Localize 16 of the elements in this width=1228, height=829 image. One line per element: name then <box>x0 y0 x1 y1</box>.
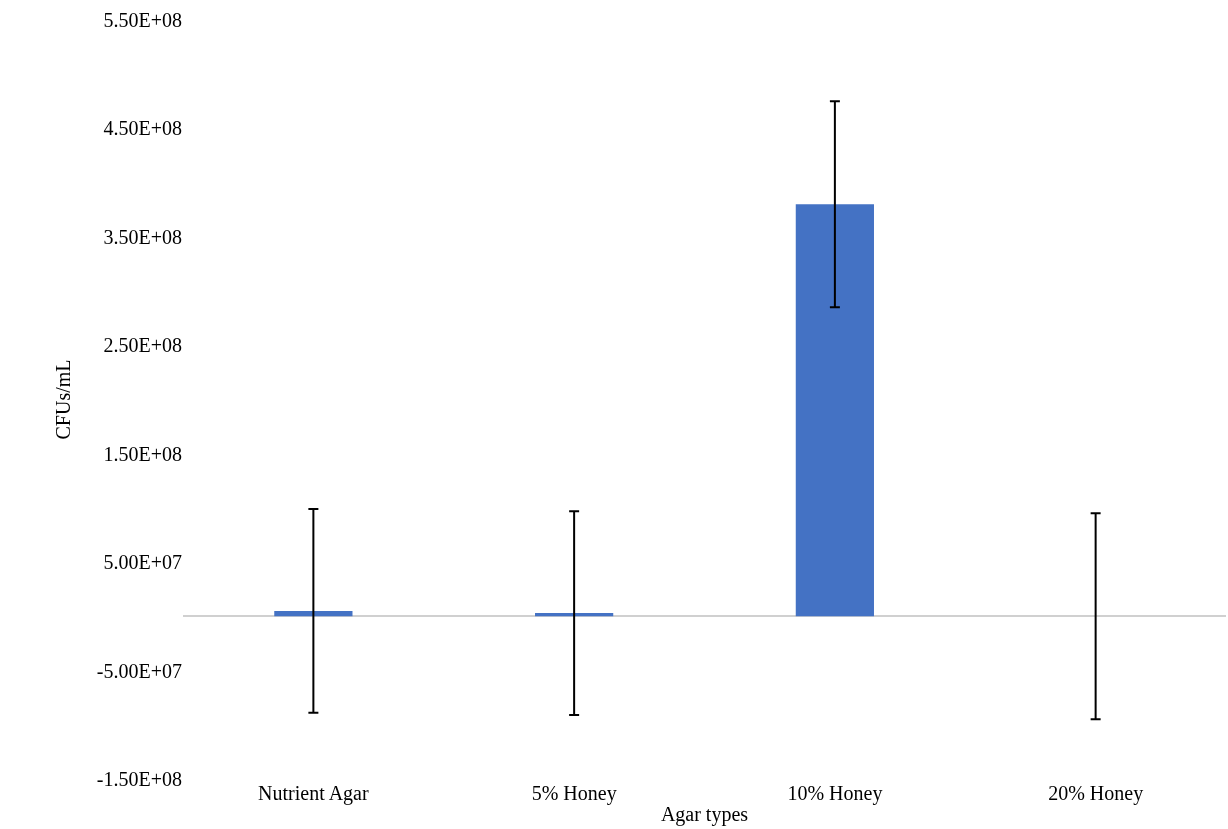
y-tick-label: 4.50E+08 <box>103 117 182 140</box>
y-tick-label: 5.50E+08 <box>103 9 182 31</box>
x-axis-title: Agar types <box>660 802 749 826</box>
x-tick-label: 20% Honey <box>1048 782 1144 805</box>
y-tick-label: 3.50E+08 <box>103 225 182 248</box>
x-tick-label: 5% Honey <box>531 782 617 805</box>
y-tick-label: -5.00E+07 <box>96 659 182 682</box>
x-tick-label: 10% Honey <box>787 782 883 805</box>
y-axis-title: CFUs/mL <box>52 359 75 440</box>
y-tick-label: 5.00E+07 <box>103 551 182 574</box>
y-tick-label: 1.50E+08 <box>103 442 182 465</box>
bar <box>274 610 353 617</box>
y-tick-label: 2.50E+08 <box>103 334 182 357</box>
bar <box>795 204 874 617</box>
y-tick-label: -1.50E+08 <box>96 768 182 790</box>
x-tick-label: Nutrient Agar <box>258 782 369 805</box>
